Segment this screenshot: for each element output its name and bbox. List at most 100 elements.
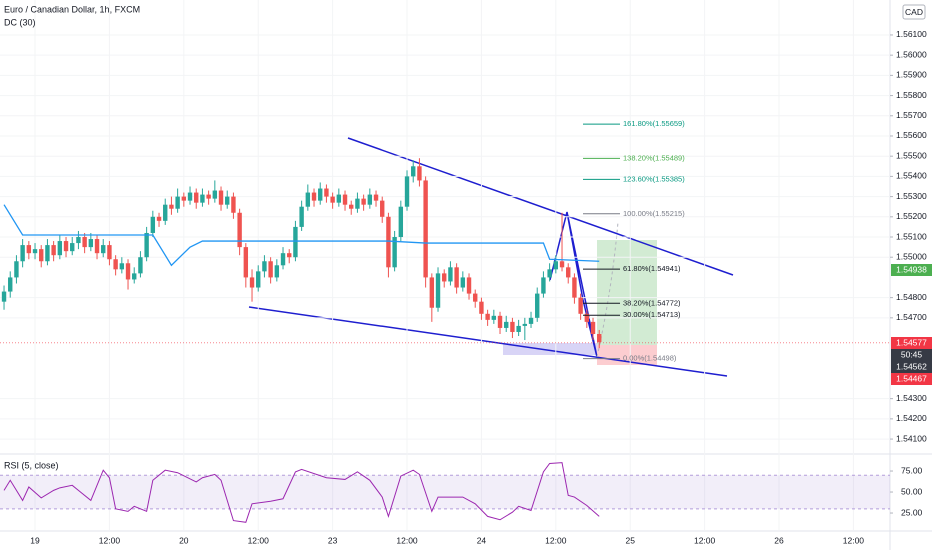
candle-body [398, 206, 404, 238]
rsi-y-tick-label: 25.00 [901, 507, 923, 517]
candle-body [535, 293, 540, 318]
y-tick-label: 1.55600 [896, 130, 927, 140]
candle-body [70, 243, 75, 252]
currency[interactable]: CAD [905, 7, 923, 17]
candle-body [435, 273, 441, 308]
candle-body [175, 196, 180, 209]
y-tick-label: 1.55100 [896, 231, 927, 241]
candle-body [212, 190, 218, 199]
y-tick-label: 1.55900 [896, 70, 927, 80]
x-tick-label: 12:00 [396, 535, 418, 545]
dc-line [3, 204, 600, 267]
fib-label: 61.80%(1.54941) [623, 264, 681, 273]
y-tick-label: 1.56000 [896, 49, 927, 59]
candle-body [318, 188, 323, 201]
rsi-line [3, 462, 600, 523]
candle-body [355, 198, 360, 209]
candle-body [597, 333, 602, 343]
candle-body [305, 192, 311, 207]
x-tick-label: 25 [625, 535, 635, 545]
candle-body [144, 232, 149, 258]
price-tag-label: 1.54467 [896, 373, 927, 383]
x-tick-label: 26 [774, 535, 784, 545]
y-tick-label: 1.56100 [896, 29, 927, 39]
candle-body [8, 277, 13, 292]
candle-body [82, 237, 87, 248]
price-tag-label: 1.54938 [896, 264, 927, 274]
currency-box[interactable] [902, 4, 926, 20]
candle-body [119, 263, 125, 270]
range-box [503, 343, 597, 355]
marks [0, 0, 890, 530]
candle-body [367, 194, 373, 205]
x-tick-label: 12:00 [248, 535, 270, 545]
candle-body [206, 194, 211, 199]
candle-body [280, 253, 286, 266]
y-tick-label: 1.54700 [896, 312, 927, 322]
price-tag [891, 337, 932, 349]
candle-body [256, 271, 261, 288]
lower-trendline [248, 306, 728, 377]
y-tick-label: 1.55700 [896, 110, 927, 120]
x-tick-label: 12:00 [694, 535, 716, 545]
indicator-label: DC (30) [4, 17, 36, 27]
x-tick-label: 24 [477, 535, 487, 545]
price-tag-label: 1.54577 [896, 337, 927, 347]
candle-body [504, 321, 509, 328]
candle-body [101, 245, 106, 254]
candle-body [156, 216, 162, 221]
candle-body [268, 261, 273, 278]
candle-body [566, 267, 571, 278]
candle-body [45, 245, 50, 262]
candle-body [293, 226, 298, 258]
candle-body [324, 188, 329, 197]
candle-body [237, 212, 242, 248]
candle-body [194, 192, 199, 203]
candle-body [479, 301, 484, 314]
candle-body [460, 277, 466, 288]
y-tick-label: 1.55500 [896, 150, 927, 160]
y-tick-label: 1.55300 [896, 191, 927, 201]
candle-body [404, 176, 410, 207]
candle-body [187, 192, 193, 201]
x-tick-label: 19 [30, 535, 40, 545]
candle-body [63, 241, 69, 252]
candle-body [125, 263, 131, 280]
candle-body [32, 249, 38, 254]
candle-body [132, 273, 137, 280]
candle-body [522, 323, 528, 326]
candle-body [287, 253, 292, 258]
candle-body [262, 261, 267, 272]
candle-body [225, 196, 230, 205]
candle-body [361, 198, 366, 205]
candle-body [76, 237, 81, 244]
candle-body [94, 239, 100, 254]
candle-body [20, 245, 25, 262]
candle-body [386, 216, 391, 268]
candle-body [107, 245, 112, 260]
candle-body [311, 192, 317, 201]
candle-body [231, 196, 236, 213]
x-tick-label: 12:00 [843, 535, 865, 545]
candle-body [150, 216, 156, 233]
profit-zone [597, 240, 657, 345]
fib-label: 38.20%(1.54772) [623, 298, 681, 307]
countdown-label: 50:45 [901, 349, 923, 359]
rsi-band [0, 475, 890, 509]
y-tick-label: 1.55000 [896, 251, 927, 261]
candle-body [392, 237, 397, 268]
candle-body [26, 245, 32, 254]
candle-body [417, 166, 422, 181]
candle-body [541, 277, 546, 294]
chart-title: Euro / Canadian Dollar, 1h, FXCM [4, 4, 140, 14]
price-tag [891, 361, 932, 373]
candle-body [473, 293, 478, 302]
candle-body [411, 166, 416, 177]
candle-body [584, 313, 590, 322]
fib-label: 0.00%(1.54498) [623, 354, 677, 363]
x-tick-label: 12:00 [99, 535, 121, 545]
candle-body [88, 239, 94, 248]
candle-body [559, 261, 565, 268]
candle-body [516, 325, 521, 332]
